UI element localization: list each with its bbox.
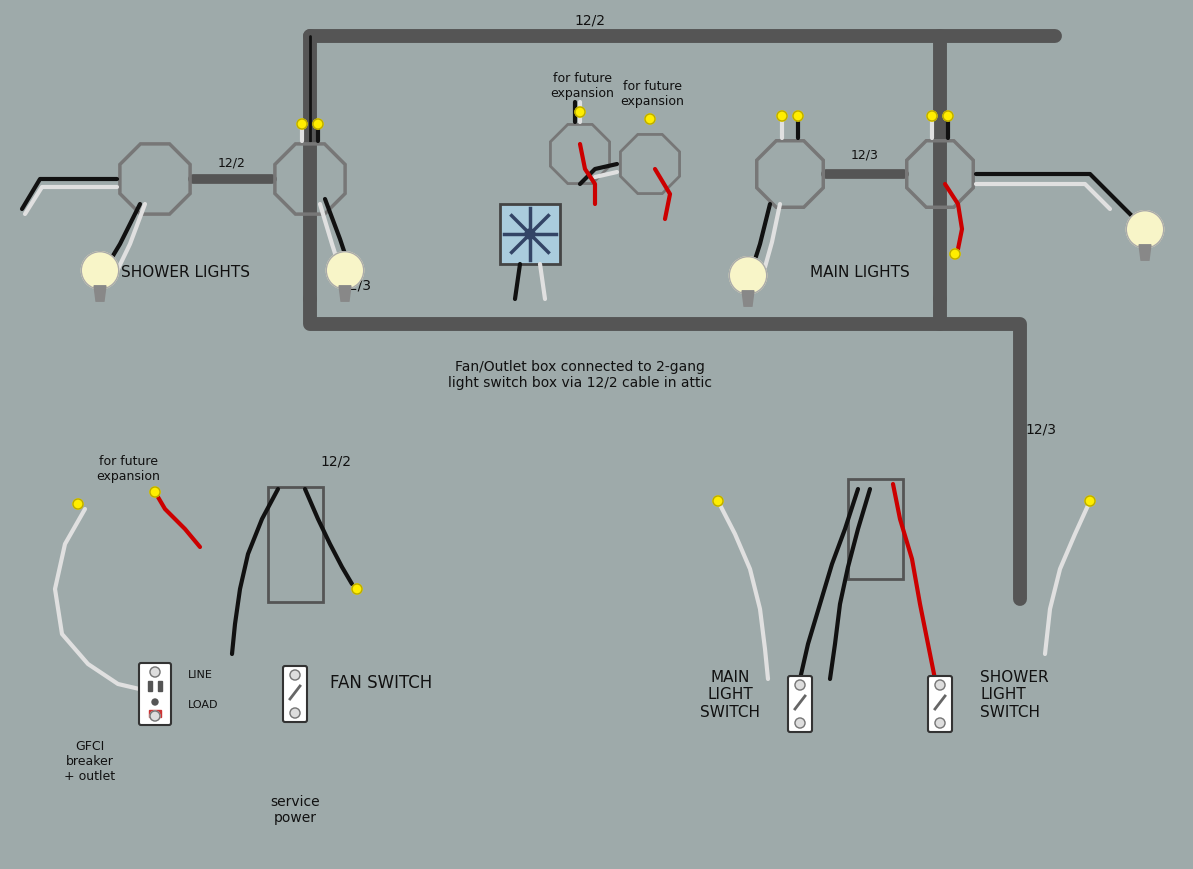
Polygon shape [1139, 246, 1151, 261]
Circle shape [297, 120, 307, 129]
Circle shape [73, 500, 84, 509]
Text: for future
expansion: for future expansion [550, 72, 614, 100]
Circle shape [150, 488, 160, 497]
Circle shape [935, 680, 945, 690]
Circle shape [935, 718, 945, 728]
FancyBboxPatch shape [928, 676, 952, 733]
Text: MAIN LIGHTS: MAIN LIGHTS [810, 265, 910, 280]
Circle shape [795, 680, 805, 690]
Text: for future
expansion: for future expansion [620, 80, 684, 108]
Circle shape [777, 112, 787, 122]
Circle shape [795, 718, 805, 728]
FancyBboxPatch shape [283, 667, 307, 722]
Text: service
power: service power [270, 794, 320, 825]
Text: 12/2: 12/2 [575, 13, 606, 27]
Text: 12/2: 12/2 [218, 156, 246, 169]
Polygon shape [339, 287, 351, 302]
Circle shape [327, 252, 364, 289]
Circle shape [152, 700, 157, 705]
Circle shape [1126, 211, 1163, 249]
Circle shape [645, 115, 655, 125]
Bar [847, 480, 902, 580]
Text: LOAD: LOAD [188, 700, 218, 709]
Bar [500, 205, 560, 265]
Text: SHOWER LIGHTS: SHOWER LIGHTS [120, 265, 249, 280]
Text: FAN SWITCH: FAN SWITCH [330, 673, 432, 691]
Circle shape [150, 667, 160, 677]
Circle shape [942, 112, 953, 122]
Polygon shape [742, 291, 754, 307]
Circle shape [290, 708, 299, 718]
FancyBboxPatch shape [140, 663, 171, 725]
Circle shape [1084, 496, 1095, 507]
Circle shape [352, 584, 361, 594]
Text: GFCI
breaker
+ outlet: GFCI breaker + outlet [64, 740, 116, 782]
Text: MAIN
LIGHT
SWITCH: MAIN LIGHT SWITCH [700, 669, 760, 719]
Circle shape [290, 670, 299, 680]
Text: Fan/Outlet box connected to 2-gang
light switch box via 12/2 cable in attic: Fan/Outlet box connected to 2-gang light… [449, 360, 712, 389]
Text: 12/2: 12/2 [320, 454, 351, 468]
FancyBboxPatch shape [789, 676, 812, 733]
Circle shape [713, 496, 723, 507]
Bar [267, 487, 322, 602]
Circle shape [525, 229, 534, 240]
Text: 12/3: 12/3 [851, 149, 879, 162]
Circle shape [81, 252, 118, 289]
Text: LINE: LINE [188, 669, 212, 680]
Circle shape [927, 112, 937, 122]
Circle shape [950, 249, 960, 260]
Circle shape [313, 120, 323, 129]
Circle shape [575, 108, 585, 118]
Text: SHOWER
LIGHT
SWITCH: SHOWER LIGHT SWITCH [979, 669, 1049, 719]
Bar [149, 710, 161, 717]
Text: 12/3: 12/3 [340, 279, 371, 293]
Polygon shape [94, 287, 106, 302]
Circle shape [793, 112, 803, 122]
Bar [157, 681, 162, 691]
Text: 12/3: 12/3 [1025, 422, 1056, 436]
Bar [148, 681, 152, 691]
Circle shape [150, 711, 160, 721]
Text: for future
expansion: for future expansion [97, 454, 160, 482]
Circle shape [729, 257, 767, 295]
